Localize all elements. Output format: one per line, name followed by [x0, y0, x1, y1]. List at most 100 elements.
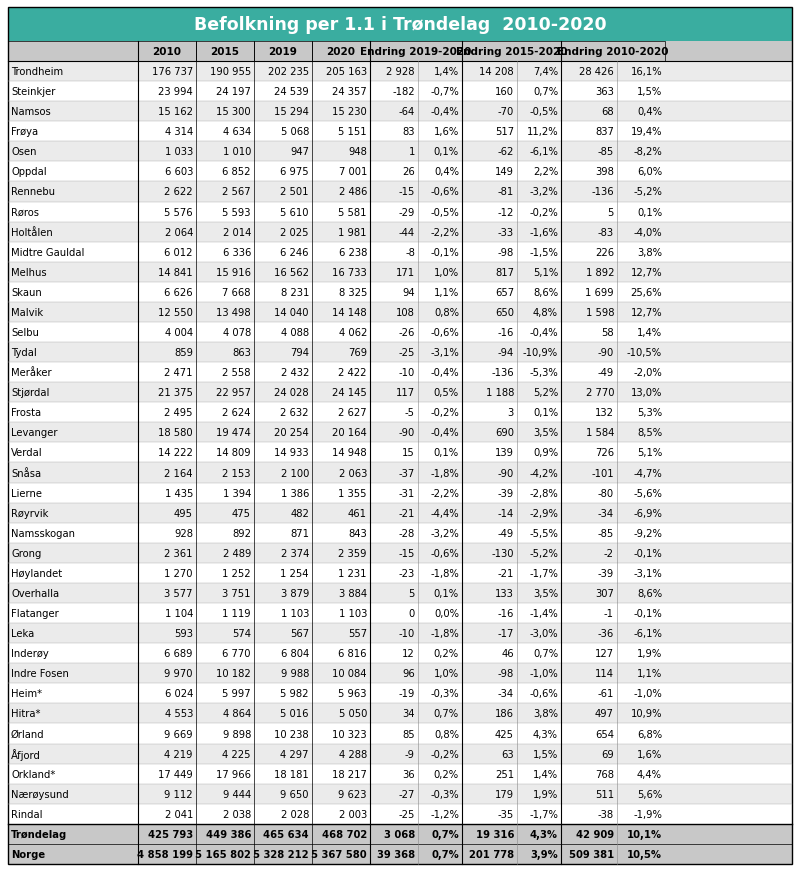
Text: 509 381: 509 381 [569, 849, 614, 859]
Text: Snåsa: Snåsa [11, 468, 41, 478]
Text: -6,9%: -6,9% [633, 508, 662, 518]
Text: -23: -23 [398, 568, 415, 578]
Text: 15 230: 15 230 [332, 107, 367, 117]
Text: 8,6%: 8,6% [533, 288, 558, 297]
Text: 58: 58 [602, 328, 614, 338]
Text: -0,6%: -0,6% [430, 548, 459, 558]
Text: 6 804: 6 804 [281, 648, 309, 659]
Text: 4,4%: 4,4% [637, 769, 662, 779]
Text: -0,3%: -0,3% [430, 688, 459, 699]
Text: 201 778: 201 778 [469, 849, 514, 859]
Text: 0,7%: 0,7% [434, 708, 459, 719]
Text: Midtre Gauldal: Midtre Gauldal [11, 248, 84, 257]
Text: 10 084: 10 084 [333, 668, 367, 679]
Text: 5 165 802: 5 165 802 [195, 849, 251, 859]
Text: 127: 127 [595, 648, 614, 659]
Text: -5,5%: -5,5% [529, 528, 558, 538]
Text: Malvik: Malvik [11, 308, 43, 317]
Text: 817: 817 [495, 268, 514, 277]
Text: 26: 26 [402, 167, 415, 177]
Text: -1,8%: -1,8% [430, 468, 459, 478]
Bar [8, 122, 792, 143]
Text: 9 112: 9 112 [164, 789, 193, 799]
Text: 25,6%: 25,6% [630, 288, 662, 297]
Bar [8, 784, 792, 804]
Text: -136: -136 [591, 188, 614, 197]
Text: Leka: Leka [11, 628, 34, 639]
Text: 16 562: 16 562 [274, 268, 309, 277]
Text: 160: 160 [495, 87, 514, 97]
Text: 468 702: 468 702 [322, 829, 367, 839]
Text: -90: -90 [598, 348, 614, 358]
Text: 133: 133 [495, 588, 514, 598]
Text: 0,1%: 0,1% [533, 408, 558, 418]
Bar [8, 443, 792, 463]
Bar [8, 8, 792, 42]
Text: 69: 69 [602, 749, 614, 759]
Text: 1 252: 1 252 [222, 568, 251, 578]
Text: -80: -80 [598, 488, 614, 498]
Text: Endring 2019-2020: Endring 2019-2020 [360, 47, 472, 57]
Text: 948: 948 [348, 147, 367, 157]
Text: 8,6%: 8,6% [637, 588, 662, 598]
Text: 4,3%: 4,3% [530, 829, 558, 839]
Bar [254, 42, 312, 62]
Text: 3 577: 3 577 [165, 588, 193, 598]
Text: 2 359: 2 359 [338, 548, 367, 558]
Text: 24 145: 24 145 [332, 388, 367, 398]
Bar [8, 262, 792, 282]
Bar [8, 102, 792, 122]
Text: 2015: 2015 [210, 47, 239, 57]
Text: 3,5%: 3,5% [533, 588, 558, 598]
Text: -35: -35 [498, 809, 514, 819]
Text: 2 501: 2 501 [281, 188, 309, 197]
Text: 15 916: 15 916 [216, 268, 251, 277]
Text: 557: 557 [348, 628, 367, 639]
Text: 15: 15 [402, 448, 415, 458]
Text: -0,2%: -0,2% [530, 208, 558, 217]
Text: -94: -94 [498, 348, 514, 358]
Text: 4 004: 4 004 [165, 328, 193, 338]
Text: -182: -182 [392, 87, 415, 97]
Text: 8,5%: 8,5% [637, 428, 662, 438]
Bar [8, 643, 792, 664]
Text: 5,6%: 5,6% [637, 789, 662, 799]
Text: Frosta: Frosta [11, 408, 41, 418]
Text: Frøya: Frøya [11, 127, 38, 137]
Text: 1 188: 1 188 [486, 388, 514, 398]
Text: 3: 3 [508, 408, 514, 418]
Text: 0,7%: 0,7% [431, 849, 459, 859]
Text: 36: 36 [402, 769, 415, 779]
Bar [8, 342, 792, 362]
Text: -15: -15 [398, 188, 415, 197]
Text: -70: -70 [498, 107, 514, 117]
Bar [462, 42, 561, 62]
Text: Norge: Norge [11, 849, 45, 859]
Text: 2 361: 2 361 [165, 548, 193, 558]
Bar [8, 302, 792, 322]
Text: -136: -136 [491, 368, 514, 378]
Text: 6 770: 6 770 [222, 648, 251, 659]
Text: Meråker: Meråker [11, 368, 52, 378]
Text: 10 238: 10 238 [274, 729, 309, 739]
Text: 5 610: 5 610 [281, 208, 309, 217]
Text: 14 222: 14 222 [158, 448, 193, 458]
Text: -12: -12 [498, 208, 514, 217]
Text: -90: -90 [398, 428, 415, 438]
Text: 3 879: 3 879 [281, 588, 309, 598]
Text: -16: -16 [498, 608, 514, 619]
Text: 17 966: 17 966 [216, 769, 251, 779]
Text: -1,8%: -1,8% [430, 568, 459, 578]
Text: 186: 186 [495, 708, 514, 719]
Text: -1,8%: -1,8% [430, 628, 459, 639]
Text: 859: 859 [174, 348, 193, 358]
Bar [8, 42, 792, 62]
Text: 5 328 212: 5 328 212 [254, 849, 309, 859]
Text: 139: 139 [495, 448, 514, 458]
Text: Flatanger: Flatanger [11, 608, 58, 619]
Text: 15 162: 15 162 [158, 107, 193, 117]
Text: 19 316: 19 316 [475, 829, 514, 839]
Bar [8, 824, 792, 844]
Text: 2 100: 2 100 [281, 468, 309, 478]
Text: 5 068: 5 068 [281, 127, 309, 137]
